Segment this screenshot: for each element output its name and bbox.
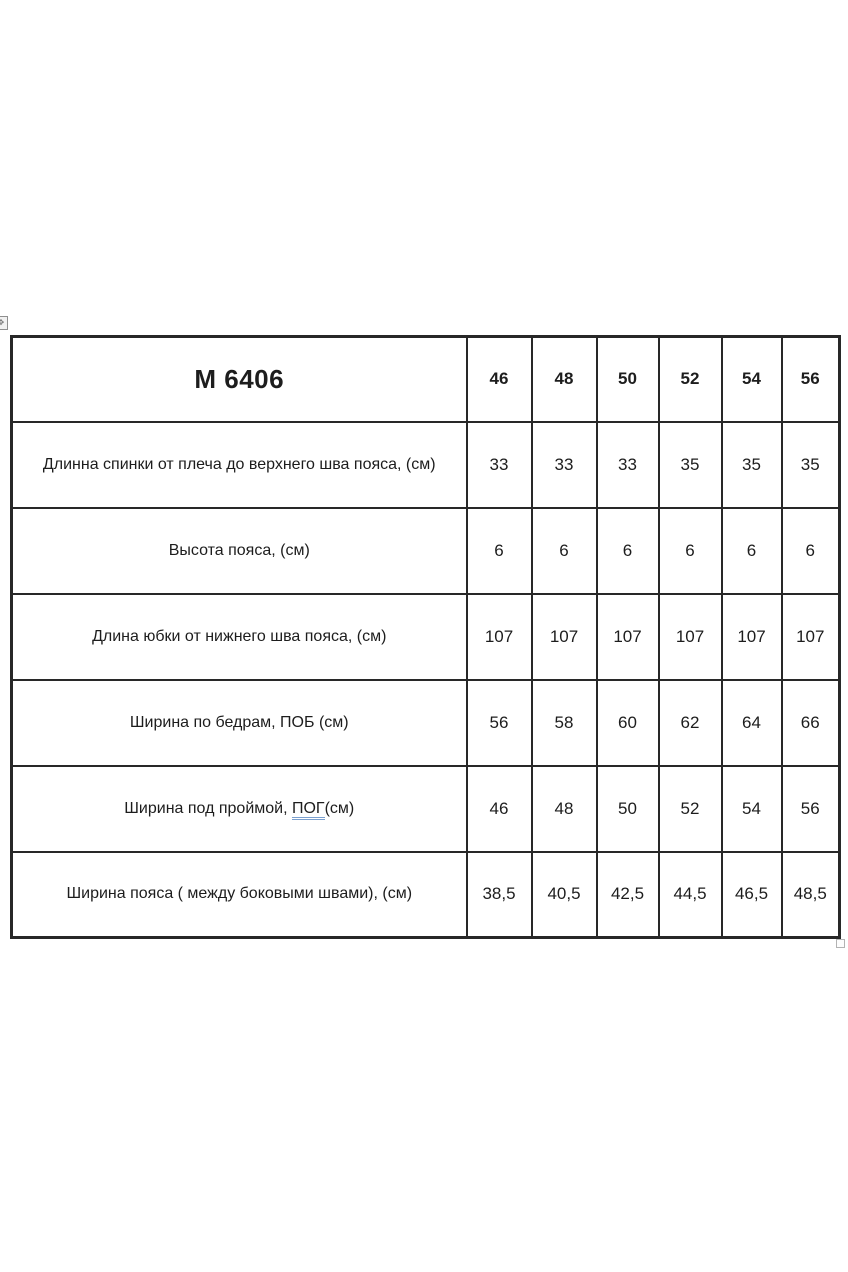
measurement-value-cell: 35 [720,420,783,509]
measurement-value-cell: 6 [595,506,660,595]
measurement-label-text: Ширина пояса ( между боковыми швами), (с… [66,885,413,903]
measurement-label-cell: Высота пояса, (см) [10,506,468,595]
model-title: М 6406 [10,335,468,423]
table-row: Высота пояса, (см) 6 6 6 6 6 6 [10,506,841,595]
table-resize-handle-icon[interactable] [836,939,845,948]
measurement-value-cell: 6 [720,506,783,595]
measurement-value-cell: 33 [595,420,660,509]
measurement-value-cell: 107 [657,592,723,681]
table-row: Ширина по бедрам, ПОБ (см) 56 58 60 62 64 66 [10,678,841,767]
measurement-value-cell: 107 [780,592,841,681]
measurement-value-cell: 107 [595,592,660,681]
table-row: Длинна спинки от плеча до верхнего шва п… [10,420,841,509]
measurement-value-cell: 6 [465,506,533,595]
measurement-label-cell: Длинна спинки от плеча до верхнего шва п… [10,420,468,509]
measurement-value-cell: 107 [720,592,783,681]
measurement-value-cell: 6 [530,506,598,595]
table-row: Ширина пояса ( между боковыми швами), (с… [10,850,841,939]
measurement-value-cell: 46 [465,764,533,853]
measurement-value-cell: 38,5 [465,850,533,939]
measurement-value-cell: 44,5 [657,850,723,939]
measurement-value-cell: 54 [720,764,783,853]
measurement-value-cell: 50 [595,764,660,853]
size-header-cell: 54 [720,335,783,423]
measurement-value-cell: 6 [657,506,723,595]
measurement-value-cell: 58 [530,678,598,767]
size-header-cell: 52 [657,335,723,423]
measurement-label-cell: Ширина по бедрам, ПОБ (см) [10,678,468,767]
measurement-value-cell: 48 [530,764,598,853]
measurement-label-cell: Ширина под проймой, ПОГ(см) [10,764,468,853]
measurement-value-cell: 35 [657,420,723,509]
measurement-value-cell: 48,5 [780,850,841,939]
measurement-value-cell: 56 [780,764,841,853]
measurement-value-cell: 40,5 [530,850,598,939]
measurement-value-cell: 64 [720,678,783,767]
measurement-value-cell: 46,5 [720,850,783,939]
measurement-label-text: Высота пояса, (см) [168,541,310,559]
grammar-underlined-text: ПОГ [291,799,325,820]
measurement-value-cell: 56 [465,678,533,767]
measurement-label-text: Длина юбки от нижнего шва пояса, (см) [92,627,387,645]
measurement-value-cell: 107 [465,592,533,681]
measurement-value-cell: 35 [780,420,841,509]
size-chart-table: М 6406 46 48 50 52 54 56 Длинна спинки от пле… [10,335,841,939]
table-row: Длина юбки от нижнего шва пояса, (см) 107… [10,592,841,681]
header-row: М 6406 46 48 50 52 54 56 [10,335,841,423]
measurement-value-cell: 60 [595,678,660,767]
measurement-label-text: Длинна спинки от плеча до верхнего шва п… [42,455,436,473]
size-header-cell: 50 [595,335,660,423]
measurement-label-cell: Длина юбки от нижнего шва пояса, (см) [10,592,468,681]
table-row: Ширина под проймой, ПОГ(см) 46 48 50 52 54 56 [10,764,841,853]
measurement-label-text: Ширина под проймой, [124,799,292,817]
measurement-value-cell: 33 [465,420,533,509]
measurement-label-text: Ширина по бедрам, ПОБ (см) [129,713,349,731]
measurement-label-cell: Ширина пояса ( между боковыми швами), (с… [10,850,468,939]
measurement-label-text: (см) [324,799,355,817]
size-header-cell: 56 [780,335,841,423]
table-move-handle-icon[interactable]: ✥ [0,316,8,330]
measurement-value-cell: 107 [530,592,598,681]
measurement-value-cell: 66 [780,678,841,767]
size-header-cell: 46 [465,335,533,423]
measurement-value-cell: 42,5 [595,850,660,939]
measurement-value-cell: 33 [530,420,598,509]
measurement-value-cell: 62 [657,678,723,767]
measurement-value-cell: 6 [780,506,841,595]
size-header-cell: 48 [530,335,598,423]
measurement-value-cell: 52 [657,764,723,853]
